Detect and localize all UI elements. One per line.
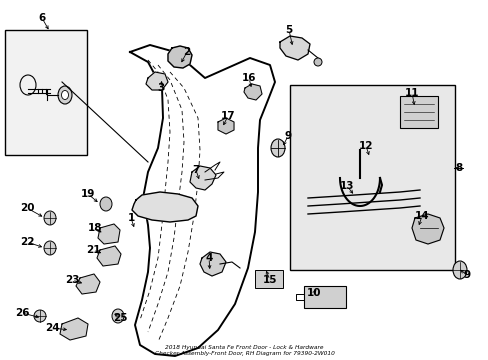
Polygon shape	[218, 118, 234, 134]
Text: 17: 17	[220, 111, 235, 121]
Polygon shape	[76, 274, 100, 294]
Polygon shape	[190, 166, 216, 190]
Bar	[399, 96, 437, 128]
Text: 23: 23	[64, 275, 79, 285]
Text: 11: 11	[404, 88, 418, 98]
Ellipse shape	[112, 309, 124, 323]
Text: 24: 24	[44, 323, 59, 333]
Bar	[5, 30, 87, 155]
Polygon shape	[98, 224, 120, 244]
Text: 20: 20	[20, 203, 34, 213]
Text: 12: 12	[358, 141, 372, 151]
Polygon shape	[146, 72, 168, 90]
Text: 18: 18	[87, 223, 102, 233]
Polygon shape	[97, 246, 121, 266]
Polygon shape	[280, 36, 309, 60]
Text: 10: 10	[306, 288, 321, 298]
Text: 3: 3	[157, 83, 164, 93]
Text: 5: 5	[285, 25, 292, 35]
Text: 21: 21	[85, 245, 100, 255]
Text: 4: 4	[205, 253, 212, 263]
Ellipse shape	[61, 90, 68, 99]
Polygon shape	[411, 214, 443, 244]
Bar	[289, 85, 454, 270]
Bar	[254, 270, 283, 288]
Text: 16: 16	[241, 73, 256, 83]
Polygon shape	[200, 252, 225, 276]
Text: 9: 9	[463, 270, 469, 280]
Ellipse shape	[34, 310, 46, 322]
Text: 8: 8	[454, 163, 462, 173]
Text: 2018 Hyundai Santa Fe Front Door - Lock & Hardware
Checker Assembly-Front Door, : 2018 Hyundai Santa Fe Front Door - Lock …	[154, 345, 334, 356]
Ellipse shape	[313, 58, 321, 66]
Ellipse shape	[270, 139, 285, 157]
Ellipse shape	[44, 241, 56, 255]
Text: 25: 25	[113, 313, 127, 323]
Polygon shape	[168, 46, 192, 68]
Text: 13: 13	[339, 181, 353, 191]
Bar	[304, 286, 346, 308]
Text: 9: 9	[284, 131, 291, 141]
Polygon shape	[132, 192, 198, 222]
Text: 14: 14	[414, 211, 428, 221]
Text: 7: 7	[192, 165, 199, 175]
Text: 15: 15	[262, 275, 277, 285]
Ellipse shape	[452, 261, 466, 279]
Text: 26: 26	[15, 308, 29, 318]
Text: 6: 6	[38, 13, 45, 23]
Polygon shape	[244, 84, 262, 100]
Polygon shape	[60, 318, 88, 340]
Ellipse shape	[100, 197, 112, 211]
Text: 19: 19	[81, 189, 95, 199]
Ellipse shape	[58, 86, 72, 104]
Text: 2: 2	[183, 47, 190, 57]
Ellipse shape	[44, 211, 56, 225]
Text: 22: 22	[20, 237, 34, 247]
Text: 1: 1	[127, 213, 134, 223]
